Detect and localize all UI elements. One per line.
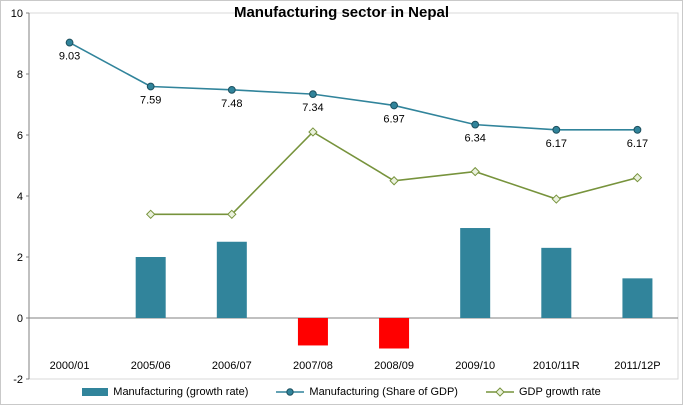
circle-marker xyxy=(390,101,398,110)
x-category-label: 2008/09 xyxy=(374,360,414,372)
x-category-label: 2000/01 xyxy=(50,360,90,372)
x-category-label: 2005/06 xyxy=(131,360,171,372)
line-diamond-swatch-icon xyxy=(485,387,514,397)
y-tick-label: 8 xyxy=(17,69,23,81)
diamond-marker xyxy=(389,176,399,186)
data-label: 9.03 xyxy=(59,51,80,63)
bar-swatch-icon xyxy=(82,388,109,396)
legend-label-gdp-growth: GDP growth rate xyxy=(518,386,601,398)
legend-item-share-of-gdp: Manufacturing (Share of GDP) xyxy=(276,386,458,398)
bar-2005/06 xyxy=(135,257,166,318)
bar-2007/08 xyxy=(297,318,328,346)
legend-item-gdp-growth: GDP growth rate xyxy=(485,386,601,398)
legend-label-share-of-gdp: Manufacturing (Share of GDP) xyxy=(309,386,458,398)
y-tick-label: -2 xyxy=(13,374,23,386)
line-circle-swatch-icon xyxy=(276,388,305,396)
data-label: 6.34 xyxy=(464,133,485,145)
legend: Manufacturing (growth rate) Manufacturin… xyxy=(1,386,682,398)
data-label: 6.97 xyxy=(383,113,404,125)
legend-item-manufacturing-growth: Manufacturing (growth rate) xyxy=(82,386,248,398)
data-label: 6.17 xyxy=(546,138,567,150)
data-label: 7.34 xyxy=(302,102,323,114)
x-category-label: 2010/11R xyxy=(533,360,580,372)
bar-2010/11R xyxy=(541,247,572,318)
chart-title: Manufacturing sector in Nepal xyxy=(233,4,450,21)
circle-marker xyxy=(552,125,561,134)
diamond-marker xyxy=(551,194,562,204)
data-label: 7.59 xyxy=(140,95,161,107)
x-category-label: 2011/12P xyxy=(614,360,660,372)
y-tick-label: 0 xyxy=(17,313,23,325)
legend-label-manufacturing-growth: Manufacturing (growth rate) xyxy=(113,386,249,398)
y-tick-label: 10 xyxy=(11,8,23,20)
diamond-marker xyxy=(227,209,237,220)
data-label: 6.17 xyxy=(627,138,648,150)
data-label: 7.48 xyxy=(221,98,242,110)
bar-2009/10 xyxy=(460,228,491,318)
diamond-marker xyxy=(470,166,480,177)
circle-marker xyxy=(471,120,480,129)
bar-2008/09 xyxy=(379,318,410,349)
x-category-label: 2006/07 xyxy=(212,360,252,372)
x-category-label: 2009/10 xyxy=(455,360,495,372)
y-tick-label: 2 xyxy=(17,252,23,264)
bar-2006/07 xyxy=(216,241,247,318)
circle-marker xyxy=(65,38,74,47)
circle-marker xyxy=(309,90,317,99)
line-series xyxy=(69,41,638,131)
y-tick-label: 6 xyxy=(17,130,23,142)
diamond-marker xyxy=(632,172,643,183)
plot-border xyxy=(28,12,679,380)
y-tick-label: 4 xyxy=(17,191,23,203)
circle-marker xyxy=(633,125,642,134)
circle-marker xyxy=(227,85,236,94)
circle-marker xyxy=(146,82,155,91)
x-category-label: 2007/08 xyxy=(293,360,333,372)
bar-2011/12P xyxy=(622,278,653,318)
diamond-marker xyxy=(145,209,156,220)
diamond-marker xyxy=(308,127,318,137)
